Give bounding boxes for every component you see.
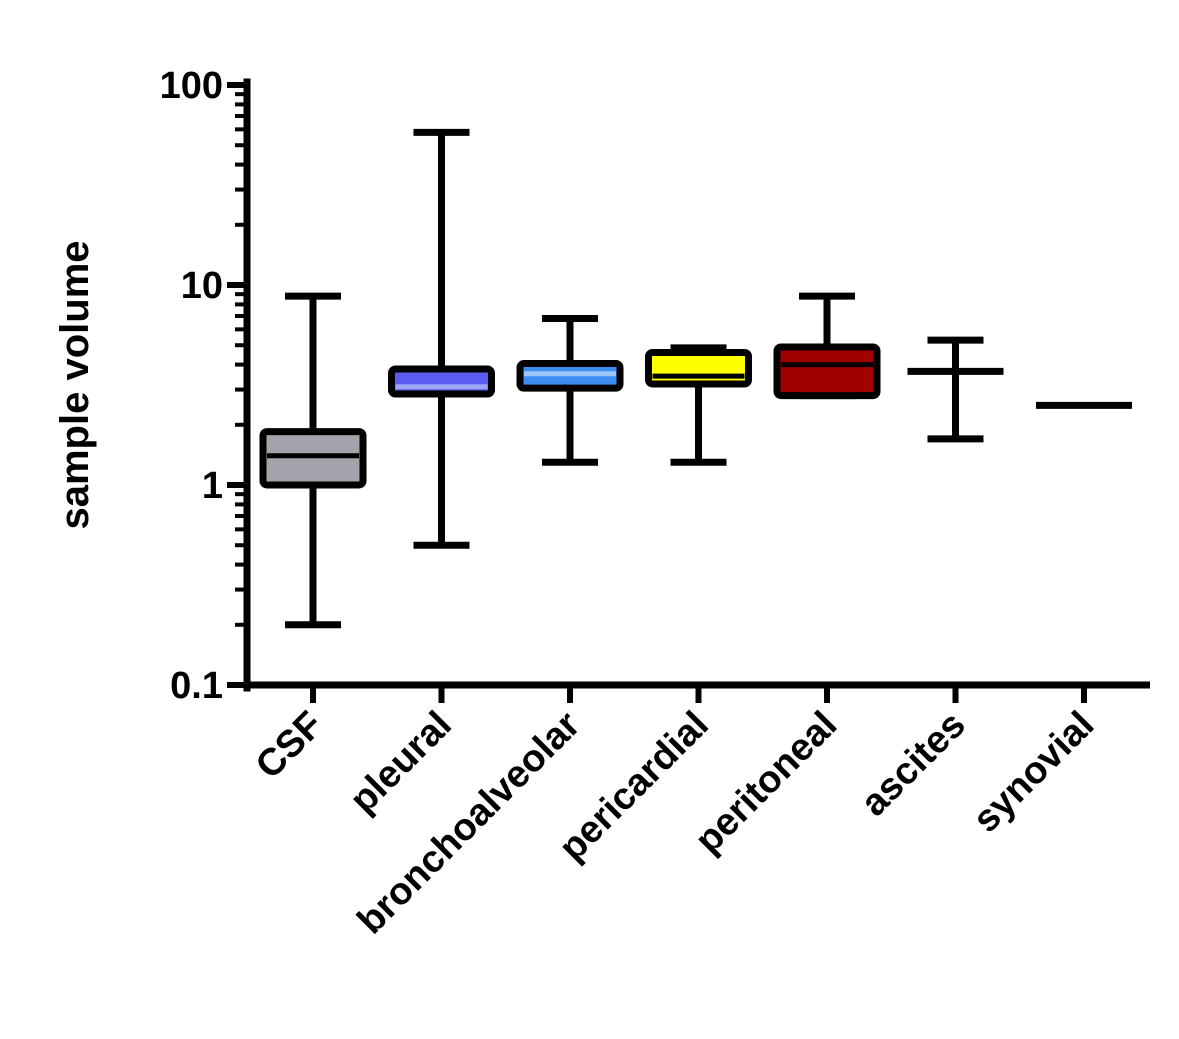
boxes [259, 128, 1132, 629]
box-pericardial [645, 344, 752, 466]
x-axis: CSF pleuralbronchoalveolarpericardialperi… [244, 681, 1150, 943]
y-axis-title: sample volume [53, 240, 97, 529]
y-tick-label: 0.1 [170, 665, 223, 707]
x-tick-label-bronchoalveolar: bronchoalveolar [350, 704, 589, 943]
x-tick-label-pleural: pleural [342, 704, 460, 822]
y-axis: 0.1 1 10 100 [160, 65, 251, 707]
box-pleural [388, 128, 495, 549]
y-tick-label: 100 [160, 65, 223, 107]
box-bronchoalveolar [516, 314, 624, 466]
y-tick-label: 1 [202, 465, 223, 507]
x-tick-label-ascites: ascites [853, 704, 974, 825]
box-iqr [388, 365, 495, 398]
box-iqr [259, 428, 367, 489]
box-iqr [645, 348, 752, 388]
y-tick-label: 10 [181, 265, 223, 307]
x-tick-label-peritoneal: peritoneal [687, 704, 845, 862]
box-iqr [773, 343, 881, 400]
box-ascites [907, 336, 1004, 443]
x-tick-label-synovial: synovial [965, 704, 1102, 841]
x-tick-label-csf: CSF [248, 704, 331, 787]
box-peritoneal [773, 292, 881, 400]
box-csf [259, 292, 367, 629]
